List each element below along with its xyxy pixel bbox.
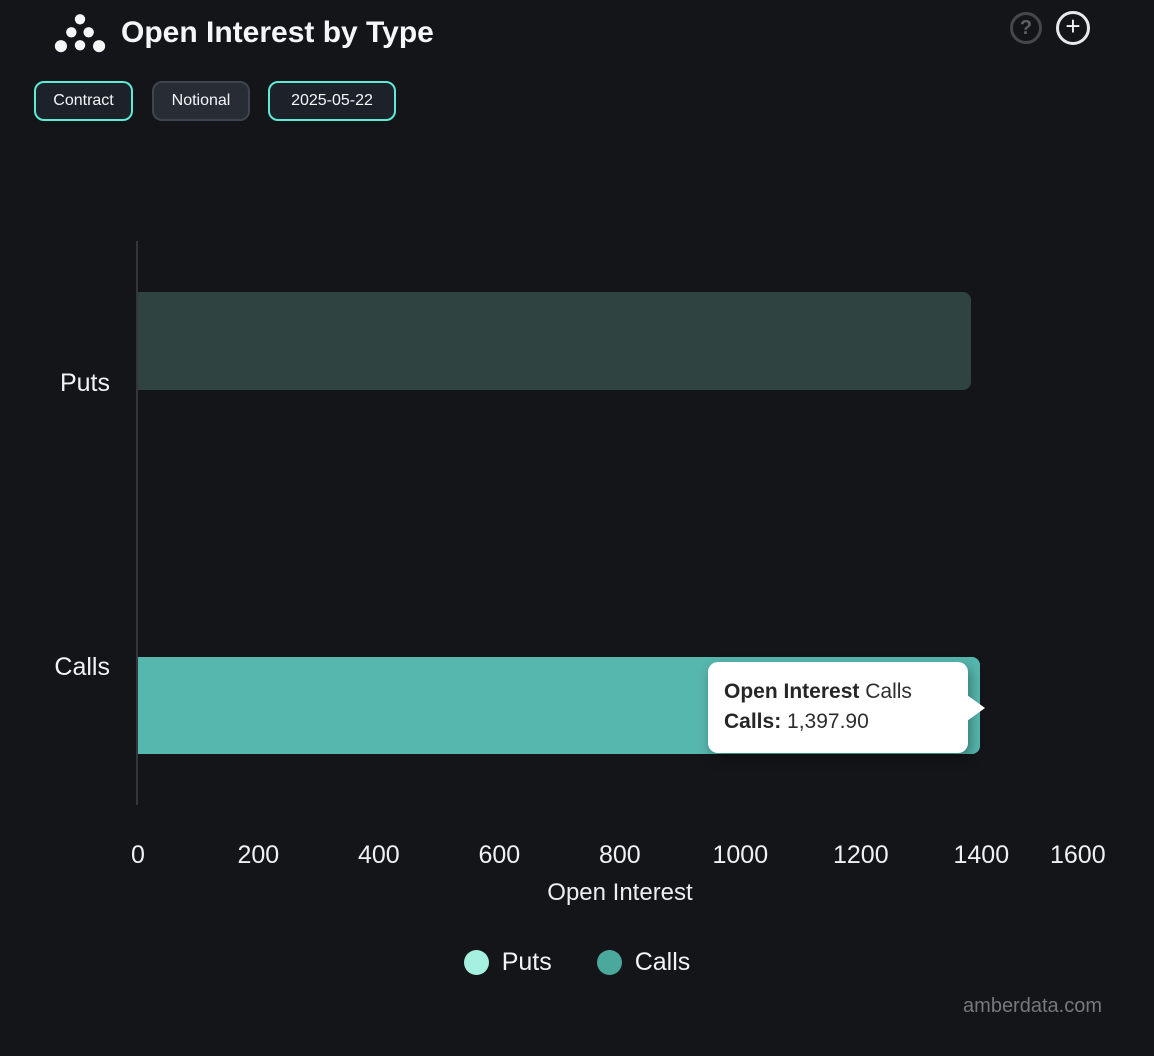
tooltip-title-bold: Open Interest (724, 680, 860, 703)
y-category-label-puts: Puts (59, 369, 110, 397)
chart-legend: Puts Calls (0, 948, 1154, 977)
x-tick-label: 600 (478, 841, 521, 869)
add-button[interactable]: + (1056, 11, 1090, 45)
page-title: Open Interest by Type (121, 16, 434, 49)
legend-item-calls[interactable]: Calls (596, 948, 691, 977)
bar-puts[interactable] (138, 292, 971, 390)
calls-swatch-icon (596, 950, 622, 975)
amberdata-logo (54, 14, 106, 53)
y-axis-line (136, 241, 138, 805)
contract-toggle-button[interactable]: Contract (34, 81, 133, 121)
x-axis-title: Open Interest (547, 879, 693, 906)
tooltip-value: 1,397.90 (787, 710, 869, 733)
x-tick-label: 1400 (953, 841, 1010, 869)
watermark: amberdata.com (963, 995, 1102, 1017)
tooltip-title-line: Open Interest Calls (724, 677, 968, 707)
tooltip-title-rest: Calls (865, 680, 912, 703)
x-tick-label: 400 (358, 841, 400, 869)
tooltip-value-label: Calls: (724, 710, 782, 733)
help-button[interactable]: ? (1010, 12, 1042, 44)
x-tick-label: 1200 (833, 841, 889, 869)
question-mark-icon: ? (1019, 16, 1033, 39)
x-tick-label: 0 (131, 841, 145, 869)
x-tick-label: 1600 (1050, 841, 1106, 869)
x-tick-label: 1000 (712, 841, 769, 869)
legend-label-calls: Calls (634, 948, 691, 976)
legend-item-puts[interactable]: Puts (463, 948, 552, 977)
notional-toggle-button[interactable]: Notional (152, 81, 250, 121)
tooltip-arrow (967, 694, 985, 721)
y-category-label-calls: Calls (54, 653, 110, 681)
plus-icon: + (1065, 11, 1081, 41)
tooltip-value-line: Calls: 1,397.90 (724, 707, 968, 737)
x-tick-label: 200 (237, 841, 280, 869)
legend-label-puts: Puts (501, 948, 552, 976)
date-filter-button[interactable]: 2025-05-22 (268, 81, 396, 121)
puts-swatch-icon (463, 950, 489, 975)
x-tick-label: 800 (599, 841, 641, 869)
chart-tooltip: Open Interest Calls Calls: 1,397.90 (708, 662, 985, 753)
